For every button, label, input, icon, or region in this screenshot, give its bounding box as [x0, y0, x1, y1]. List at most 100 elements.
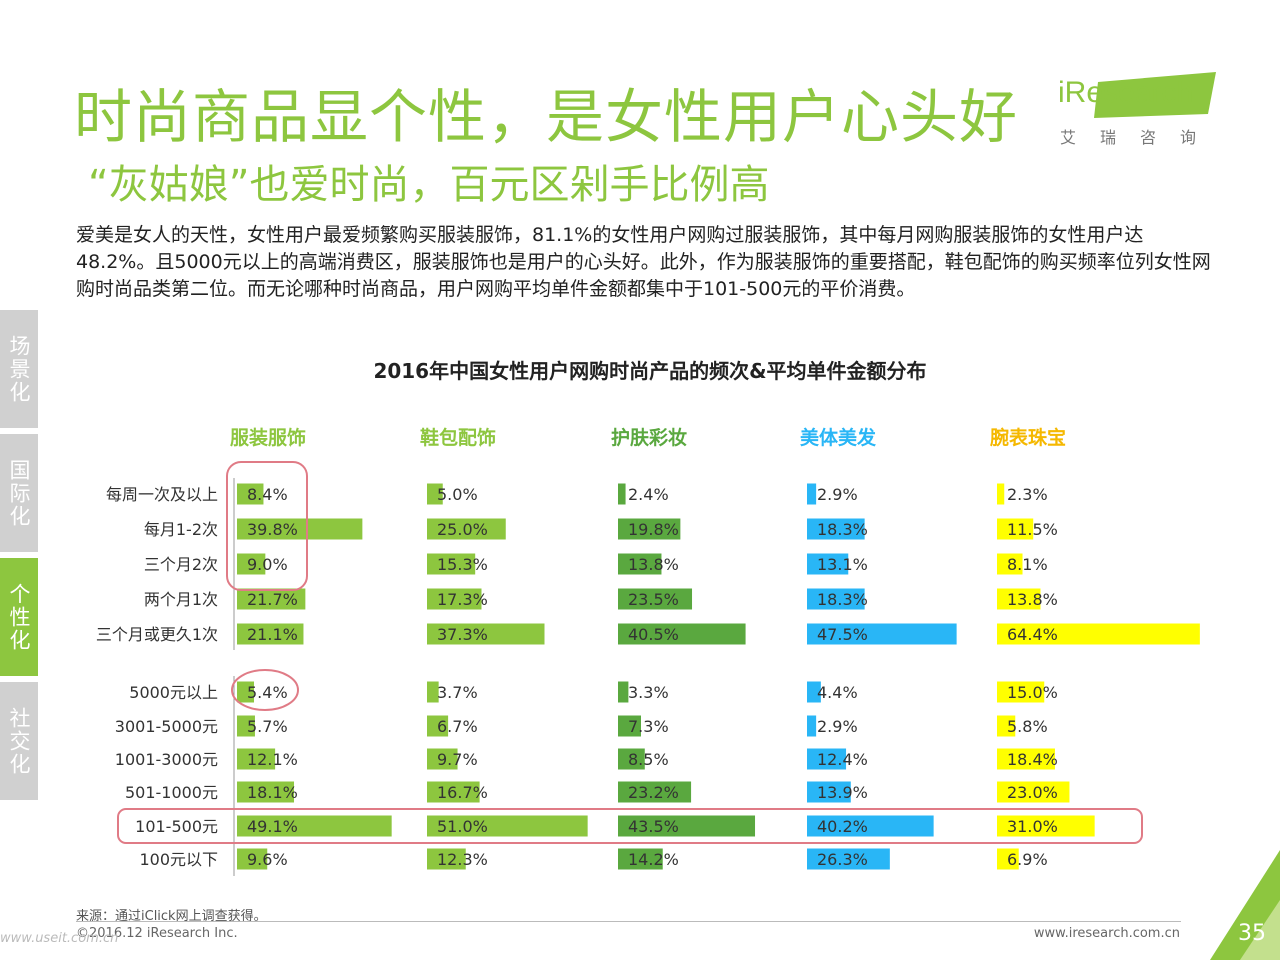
- frequency-bar: [807, 623, 957, 645]
- category-header: 腕表珠宝: [989, 426, 1066, 449]
- amount-value-label: 6.7%: [437, 717, 478, 736]
- amount-value-label: 5.4%: [247, 683, 288, 702]
- page-number: 35: [1238, 921, 1266, 946]
- category-header: 服装服饰: [230, 426, 306, 449]
- category-header: 美体美发: [800, 426, 877, 449]
- amount-bar: [807, 815, 934, 837]
- amount-value-label: 51.0%: [437, 817, 488, 836]
- amount-value-label: 12.4%: [817, 750, 868, 769]
- amount-value-label: 8.5%: [628, 750, 669, 769]
- category-header: 护肤彩妆: [611, 426, 687, 449]
- frequency-bar: [237, 588, 306, 610]
- amount-value-label: 49.1%: [247, 817, 298, 836]
- category-header: 鞋包配饰: [420, 426, 496, 449]
- frequency-bar: [237, 553, 266, 575]
- logo-cn: 艾瑞咨询: [1060, 128, 1221, 147]
- frequency-row-label: 两个月1次: [144, 590, 218, 609]
- sidenav-item-international[interactable]: 国际化: [0, 434, 38, 552]
- chart-title: 2016年中国女性用户网购时尚产品的频次&平均单件金额分布: [373, 359, 927, 383]
- frequency-value-label: 13.1%: [817, 555, 868, 574]
- amount-bar: [997, 781, 1070, 803]
- amount-bar: [997, 681, 1045, 703]
- frequency-value-label: 18.3%: [817, 590, 868, 609]
- logo-banner-icon: [1094, 72, 1216, 118]
- amount-bar: [807, 715, 817, 737]
- page-title: 时尚商品显个性，是女性用户心头好: [74, 83, 1019, 151]
- logo-text: iResearch: [1058, 76, 1194, 109]
- frequency-value-label: 21.1%: [247, 625, 298, 644]
- amount-bar: [237, 681, 255, 703]
- amount-row-label: 3001-5000元: [115, 717, 218, 736]
- amount-value-label: 12.3%: [437, 850, 488, 869]
- amount-bar: [997, 715, 1016, 737]
- watermark: www.useit.com.cn: [0, 931, 119, 946]
- amount-value-label: 3.3%: [628, 683, 669, 702]
- amount-value-label: 2.9%: [817, 717, 858, 736]
- amount-bar: [618, 681, 629, 703]
- amount-bar: [997, 748, 1055, 770]
- frequency-value-label: 18.3%: [817, 520, 868, 539]
- highlight-clothing-frequency: [226, 461, 308, 591]
- frequency-value-label: 40.5%: [628, 625, 679, 644]
- amount-bar: [427, 815, 588, 837]
- amount-bar: [237, 815, 392, 837]
- frequency-bar: [427, 623, 545, 645]
- frequency-bar: [807, 483, 817, 505]
- amount-row-label: 501-1000元: [125, 783, 218, 802]
- amount-bar: [427, 715, 449, 737]
- frequency-value-label: 25.0%: [437, 520, 488, 539]
- frequency-bar: [237, 483, 264, 505]
- amount-value-label: 23.2%: [628, 783, 679, 802]
- amount-row-label: 100元以下: [139, 850, 218, 869]
- sidenav-item-social[interactable]: 社交化: [0, 682, 38, 800]
- website-url: www.iresearch.com.cn: [1033, 926, 1180, 941]
- frequency-bar: [618, 518, 681, 540]
- corner-decoration-light: [1240, 900, 1280, 960]
- frequency-bar: [427, 588, 482, 610]
- amount-bar: [807, 781, 851, 803]
- footer-divider: [76, 921, 1181, 922]
- amount-value-label: 9.7%: [437, 750, 478, 769]
- amount-bar: [997, 815, 1095, 837]
- amount-value-label: 26.3%: [817, 850, 868, 869]
- amount-bar: [237, 848, 268, 870]
- side-navigation: 场景化 国际化 个性化 社交化: [0, 310, 38, 806]
- amount-bar: [618, 715, 641, 737]
- frequency-value-label: 23.5%: [628, 590, 679, 609]
- amount-bar: [427, 681, 439, 703]
- amount-value-label: 16.7%: [437, 783, 488, 802]
- amount-bar: [618, 748, 645, 770]
- amount-bar: [618, 815, 756, 837]
- iresearch-logo: iResearch 艾瑞咨询: [1058, 68, 1218, 148]
- sidenav-item-scenario[interactable]: 场景化: [0, 310, 38, 428]
- amount-value-label: 5.8%: [1007, 717, 1048, 736]
- frequency-row-label: 三个月或更久1次: [96, 625, 218, 644]
- frequency-value-label: 11.5%: [1007, 520, 1058, 539]
- frequency-value-label: 21.7%: [247, 590, 298, 609]
- frequency-bar: [618, 588, 693, 610]
- amount-value-label: 5.7%: [247, 717, 288, 736]
- sidenav-item-personalized[interactable]: 个性化: [0, 558, 38, 676]
- amount-value-label: 43.5%: [628, 817, 679, 836]
- amount-bar: [427, 748, 458, 770]
- frequency-bar: [997, 483, 1005, 505]
- amount-bar: [237, 748, 276, 770]
- amount-value-label: 31.0%: [1007, 817, 1058, 836]
- amount-bar: [237, 715, 255, 737]
- highlight-5000-plus: [231, 669, 299, 711]
- amount-bar: [237, 781, 295, 803]
- frequency-bar: [997, 518, 1034, 540]
- frequency-row-label: 每周一次及以上: [106, 485, 218, 504]
- copyright: ©2016.12 iResearch Inc.: [76, 926, 238, 941]
- frequency-bar: [997, 623, 1200, 645]
- frequency-bar: [618, 483, 626, 505]
- frequency-value-label: 15.3%: [437, 555, 488, 574]
- frequency-row-label: 每月1-2次: [144, 520, 218, 539]
- amount-value-label: 40.2%: [817, 817, 868, 836]
- frequency-bar: [807, 553, 849, 575]
- frequency-bar: [618, 623, 746, 645]
- frequency-value-label: 2.4%: [628, 485, 669, 504]
- frequency-bar: [427, 483, 443, 505]
- amount-value-label: 4.4%: [817, 683, 858, 702]
